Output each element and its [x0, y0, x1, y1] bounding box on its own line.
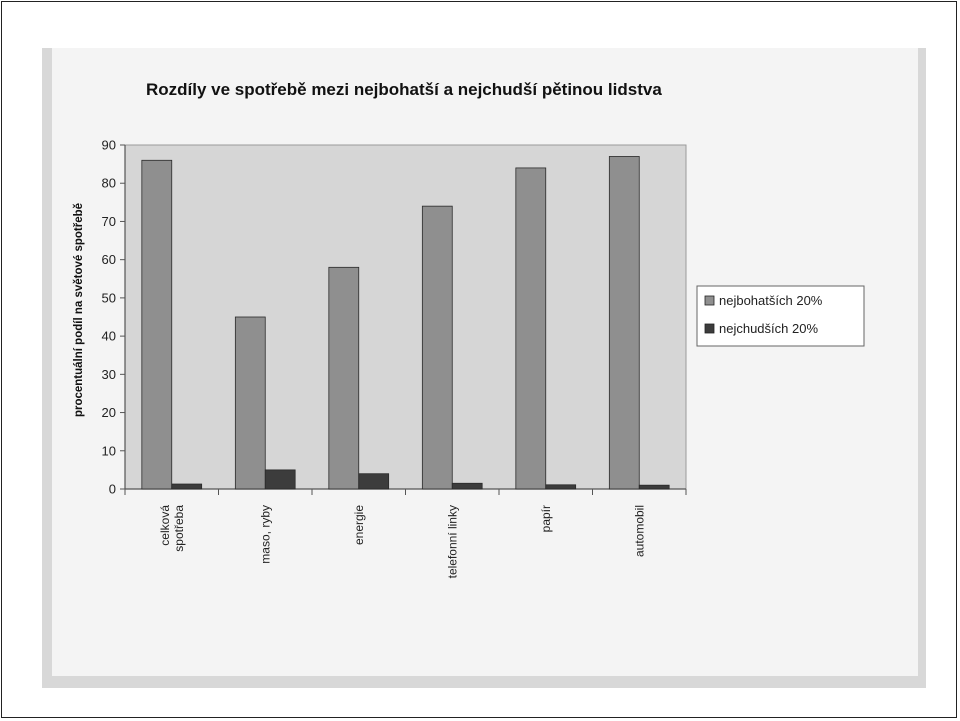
y-tick-label: 10	[102, 443, 116, 458]
y-tick-label: 40	[102, 329, 116, 344]
bar-poor	[264, 469, 296, 490]
y-tick-label: 70	[102, 214, 116, 229]
bar-rich	[608, 156, 640, 490]
legend-swatch-rich	[704, 295, 715, 306]
x-category-label: automobil	[632, 505, 646, 557]
legend-label-rich: nejbohatších 20%	[719, 293, 823, 308]
y-tick-label: 90	[102, 138, 116, 153]
x-category-label: celkováspotřeba	[158, 505, 186, 552]
x-category-label: papír	[539, 505, 553, 532]
y-axis-label: procentuální podíl na světové spotřebě	[73, 203, 85, 417]
chart-title: Rozdíly ve spotřebě mezi nejbohatší a ne…	[146, 80, 662, 99]
bar-rich	[328, 266, 360, 490]
y-tick-label: 20	[102, 405, 116, 420]
legend-swatch-poor	[704, 323, 715, 334]
legend-box	[696, 285, 865, 347]
bar-rich	[515, 167, 547, 490]
bar-rich	[234, 316, 266, 490]
y-tick-label: 30	[102, 367, 116, 382]
bar-poor	[358, 473, 390, 490]
x-category-label: telefonní linky	[445, 505, 459, 578]
plot-background	[124, 144, 687, 490]
y-tick-label: 50	[102, 290, 116, 305]
y-tick-label: 80	[102, 176, 116, 191]
bar-poor	[638, 484, 670, 490]
bar-poor	[451, 482, 483, 490]
bar-poor	[171, 483, 203, 490]
legend-label-poor: nejchudších 20%	[719, 321, 818, 336]
y-tick-label: 60	[102, 252, 116, 267]
bar-rich	[141, 159, 173, 490]
bar-rich	[421, 205, 453, 490]
x-category-label: energie	[352, 505, 366, 545]
bar-poor	[545, 484, 577, 490]
y-tick-label: 0	[109, 482, 116, 497]
x-category-label: maso, ryby	[258, 505, 272, 564]
legend: nejbohatších 20% nejchudších 20%	[696, 285, 865, 347]
plot-area: 0 10 20 30 40 50 60 70 80 90 celkováspotřeba maso, …	[102, 138, 687, 578]
